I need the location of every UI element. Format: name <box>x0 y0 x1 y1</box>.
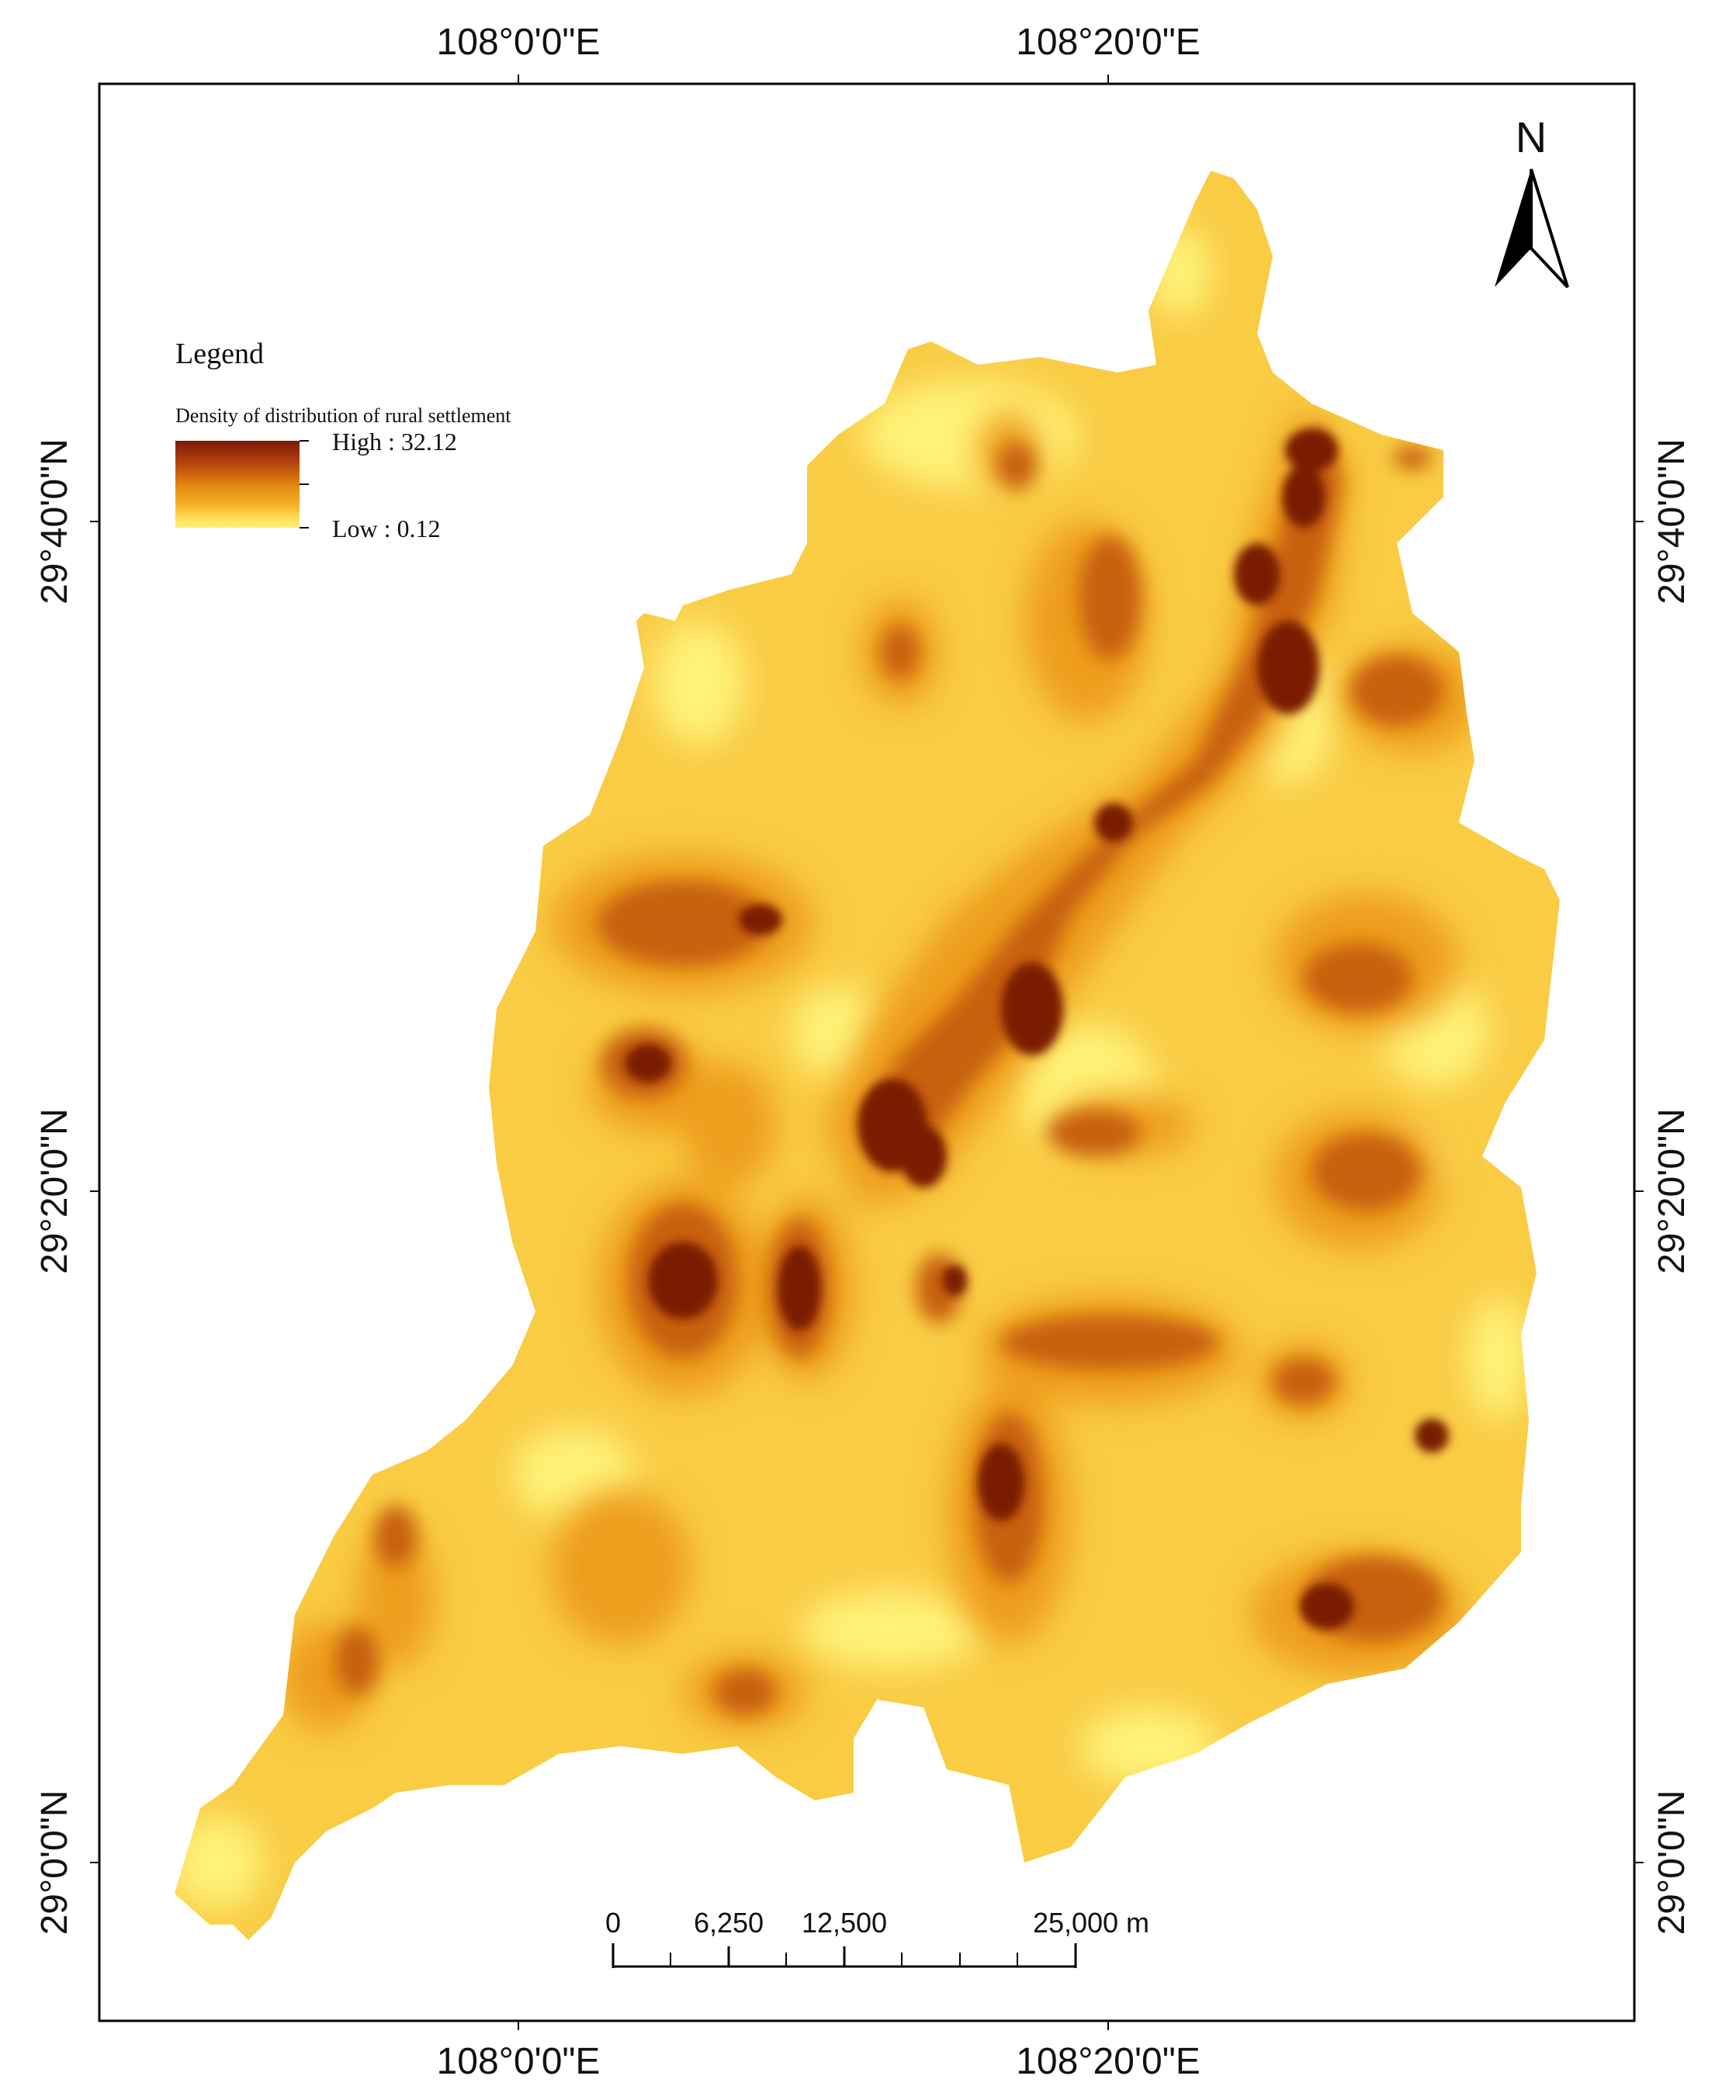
graticule-ticks <box>90 75 1644 2030</box>
top-lon-label-2: 108°20'0"E <box>1016 22 1201 63</box>
left-lat-label-1: 29°40'0"N <box>34 438 75 605</box>
north-arrow-icon: N <box>1495 113 1569 289</box>
right-lat-label-2: 29°20'0"N <box>1651 1108 1693 1274</box>
legend-high-label: High : 32.12 <box>332 428 457 456</box>
peak-density-cores <box>625 428 1449 1630</box>
north-arrow-label: N <box>1516 113 1547 161</box>
scale-label-25000: 25,000 m <box>1033 1907 1149 1939</box>
right-lat-label-1: 29°40'0"N <box>1651 438 1693 605</box>
legend-low-label: Low : 0.12 <box>332 515 441 542</box>
scale-label-0: 0 <box>605 1907 621 1939</box>
high-density-zones <box>335 419 1443 1715</box>
legend-layer-name: Density of distribution of rural settlem… <box>175 404 511 427</box>
scale-label-12500: 12,500 <box>802 1907 887 1939</box>
bottom-lon-label-2: 108°20'0"E <box>1016 2041 1201 2082</box>
top-lon-label-1: 108°0'0"E <box>437 22 601 63</box>
left-lat-label-2: 29°20'0"N <box>34 1108 75 1274</box>
left-lat-label-3: 29°0'0"N <box>34 1790 75 1935</box>
right-lat-label-3: 29°0'0"N <box>1651 1790 1693 1935</box>
legend-color-ramp <box>175 441 300 528</box>
legend: Legend Density of distribution of rural … <box>175 338 511 542</box>
legend-title: Legend <box>175 338 264 370</box>
bottom-lon-label-1: 108°0'0"E <box>437 2041 601 2082</box>
map-frame <box>98 82 1636 2022</box>
scale-label-6250: 6,250 <box>694 1907 764 1939</box>
scale-bar: 0 6,250 12,500 25,000 m <box>605 1907 1149 1968</box>
